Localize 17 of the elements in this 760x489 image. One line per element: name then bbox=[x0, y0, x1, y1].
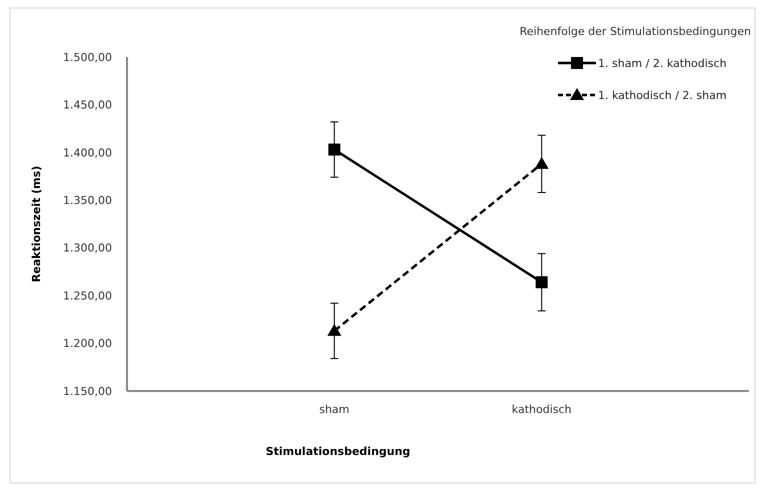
legend-label: 1. kathodisch / 2. sham bbox=[598, 88, 727, 102]
y-axis-title: Reaktionszeit (ms) bbox=[30, 166, 43, 282]
y-tick-label: 1.500,00 bbox=[63, 50, 112, 64]
legend-label: 1. sham / 2. kathodisch bbox=[598, 56, 727, 70]
y-tick-label: 1.250,00 bbox=[63, 289, 112, 302]
y-tick-label: 1.400,00 bbox=[63, 146, 112, 160]
y-tick-label: 1.450,00 bbox=[63, 98, 112, 112]
y-tick-label: 1.350,00 bbox=[63, 194, 112, 207]
x-tick-label: sham bbox=[319, 403, 350, 416]
y-tick-label: 1.300,00 bbox=[63, 242, 112, 255]
point bbox=[328, 144, 340, 156]
y-tick-label: 1.200,00 bbox=[63, 337, 112, 350]
x-axis-title: Stimulationsbedingung bbox=[266, 445, 410, 458]
point bbox=[536, 276, 548, 288]
y-tick-label: 1.150,00 bbox=[63, 384, 112, 398]
legend-title: Reihenfolge der Stimulationsbedingungen bbox=[520, 25, 752, 38]
x-tick-label: kathodisch bbox=[512, 403, 572, 416]
